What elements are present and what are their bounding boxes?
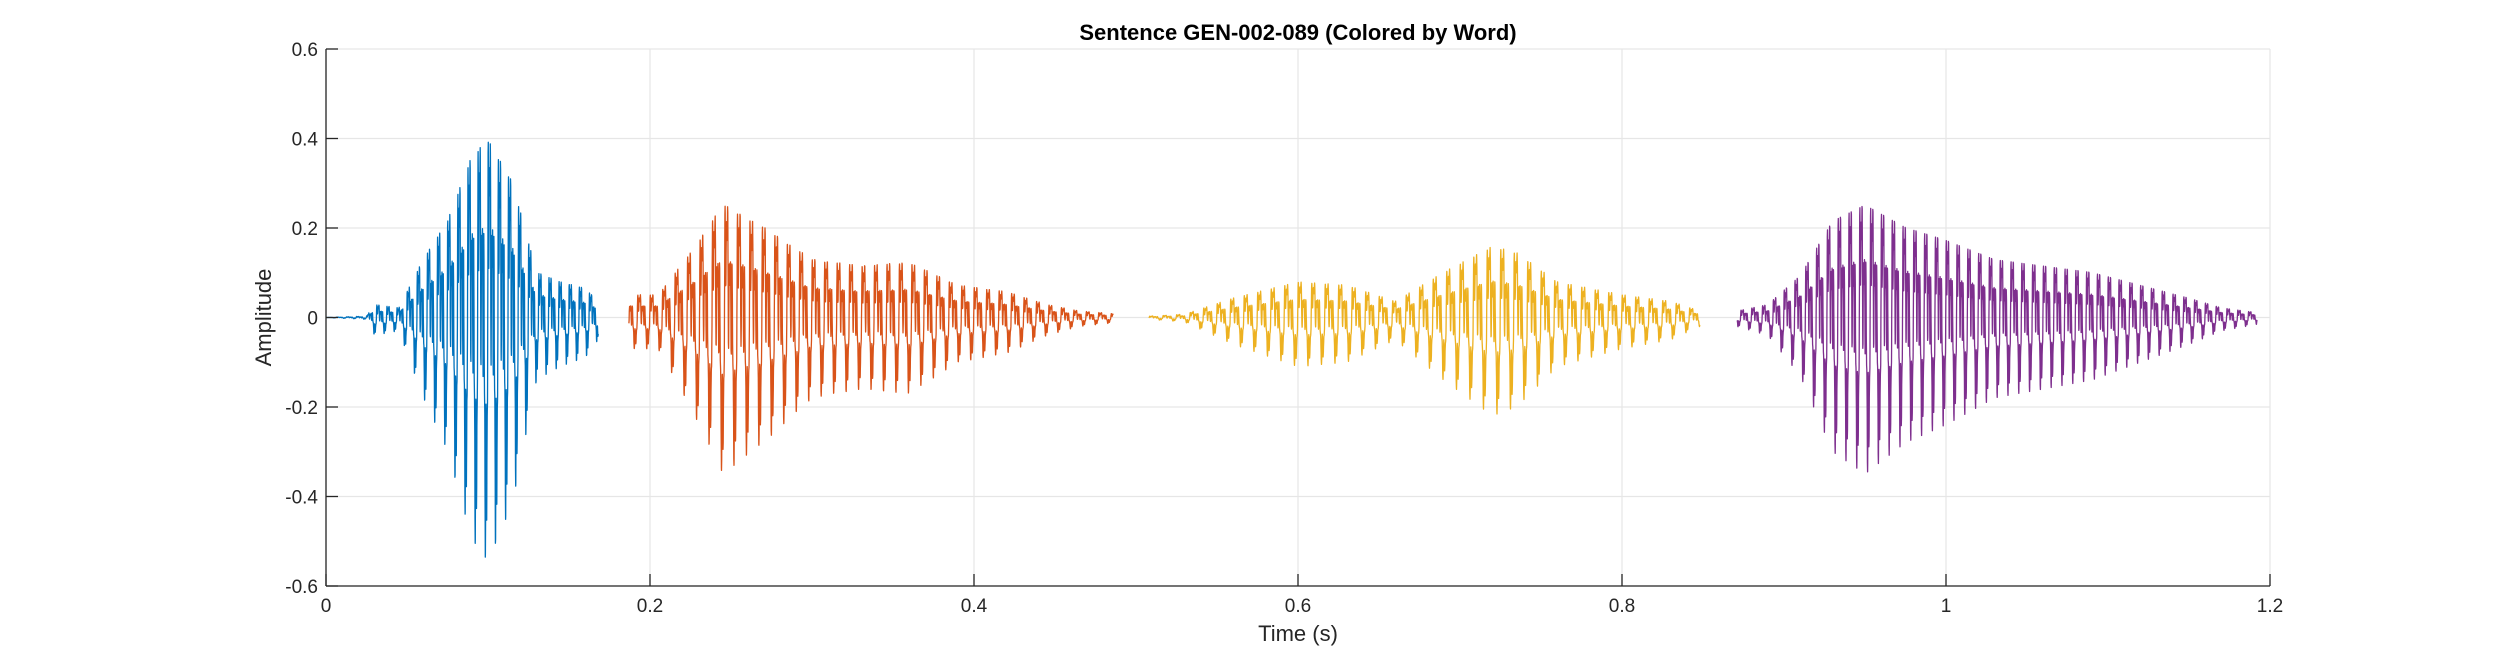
word-waveform-4: [1736, 205, 2258, 473]
axes: [325, 48, 2271, 587]
word-waveform-2: [628, 205, 1114, 472]
x-tick-label: 0.2: [637, 596, 663, 617]
waveform-series: [325, 141, 2258, 558]
tick-labels: 0 0.2 0.4 0.6 0.8 1 1.2 -0.6 -0.4 -0.2 0 0.2 0.4 0.6: [285, 40, 2283, 617]
x-tick-label: 0.4: [961, 596, 988, 617]
y-axis-label: Amplitude: [251, 269, 276, 367]
y-tick-label: 0.2: [292, 219, 318, 240]
x-tick-label: 1.2: [2257, 596, 2283, 617]
y-tick-label: 0: [307, 309, 318, 330]
y-tick-label: 0.4: [292, 130, 319, 151]
y-tick-label: -0.6: [285, 577, 318, 598]
x-tick-label: 0.8: [1609, 596, 1635, 617]
chart-title: Sentence GEN-002-089 (Colored by Word): [1079, 20, 1516, 45]
x-axis-label: Time (s): [1258, 621, 1338, 646]
word-waveform-3: [1148, 246, 1701, 415]
x-tick-label: 0.6: [1285, 596, 1311, 617]
y-tick-label: -0.2: [285, 398, 318, 419]
y-tick-label: 0.6: [292, 40, 318, 61]
x-tick-label: 1: [1941, 596, 1952, 617]
x-tick-label: 0: [321, 596, 332, 617]
y-tick-label: -0.4: [285, 488, 318, 509]
word-waveform-1: [325, 141, 599, 558]
